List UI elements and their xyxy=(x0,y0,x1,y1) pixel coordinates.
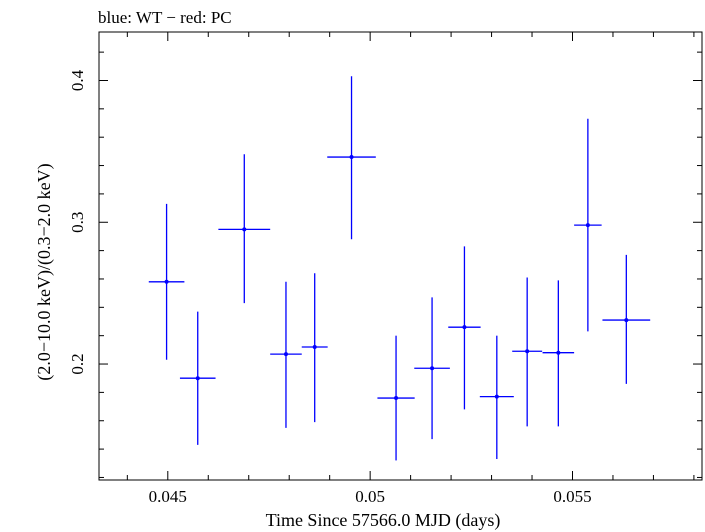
y-axis-label: (2.0−10.0 keV)/(0.3−2.0 keV) xyxy=(34,163,55,380)
data-marker xyxy=(283,352,288,357)
data-marker xyxy=(164,279,169,284)
data-point xyxy=(377,335,415,461)
y-tick-label: 0.4 xyxy=(68,69,87,91)
data-marker xyxy=(462,325,467,330)
x-axis-tick-labels: 0.045 0.05 0.055 xyxy=(149,487,592,506)
x-axis-ticks xyxy=(126,32,695,480)
y-tick-label: 0.3 xyxy=(68,212,87,233)
data-marker xyxy=(430,366,435,371)
data-marker xyxy=(242,227,247,232)
data-point xyxy=(179,311,216,445)
data-marker xyxy=(349,155,354,160)
data-marker xyxy=(585,223,590,228)
data-marker xyxy=(312,345,317,350)
data-marker xyxy=(525,349,530,354)
data-marker xyxy=(624,318,629,323)
data-point xyxy=(218,154,271,304)
data-point xyxy=(148,203,185,360)
data-point xyxy=(479,335,514,460)
data-marker xyxy=(494,394,499,399)
data-marker xyxy=(556,350,561,355)
data-point xyxy=(512,277,543,427)
data-point xyxy=(602,254,651,384)
data-marker xyxy=(394,396,399,401)
data-point xyxy=(574,118,602,332)
data-point xyxy=(414,297,450,440)
x-tick-label: 0.05 xyxy=(355,487,385,506)
x-tick-label: 0.045 xyxy=(149,487,187,506)
data-point xyxy=(301,273,328,423)
data-point xyxy=(327,76,376,240)
y-axis-tick-labels: 0.2 0.3 0.4 xyxy=(68,69,87,374)
y-tick-label: 0.2 xyxy=(68,353,87,374)
x-tick-label: 0.055 xyxy=(553,487,591,506)
data-point xyxy=(270,281,302,428)
data-point xyxy=(542,280,575,427)
chart-title: blue: WT − red: PC xyxy=(98,8,232,27)
plot-frame xyxy=(98,31,703,481)
data-points xyxy=(148,76,651,461)
x-axis-label: Time Since 57566.0 MJD (days) xyxy=(266,510,501,531)
data-marker xyxy=(195,376,200,381)
y-axis-ticks xyxy=(99,51,702,478)
data-point xyxy=(448,246,481,410)
